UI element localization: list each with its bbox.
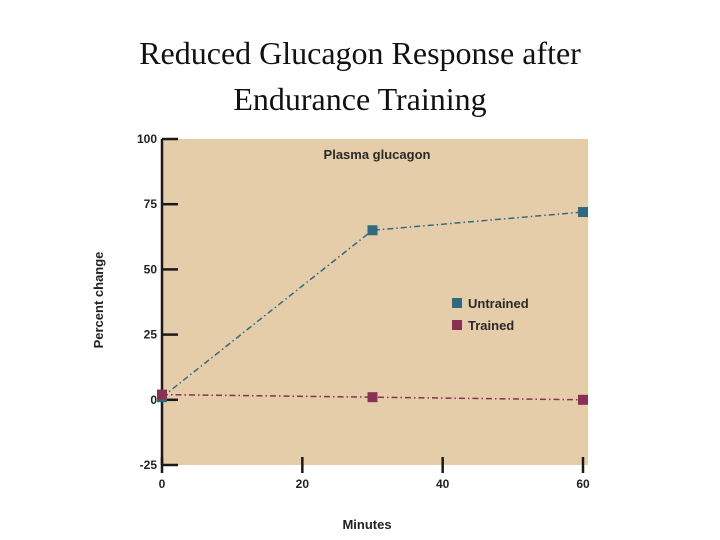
y-tick-label: 50 (144, 262, 158, 276)
series-trained (157, 389, 588, 405)
legend-marker (452, 320, 462, 330)
data-point-trained (157, 389, 167, 400)
data-point-trained (578, 394, 588, 405)
y-tick-label: 0 (150, 393, 157, 407)
series-line-trained (161, 393, 584, 401)
slide-title: Reduced Glucagon Response after Enduranc… (0, 30, 720, 122)
slide-title-line-2: Endurance Training (233, 81, 487, 117)
x-tick-label: 60 (576, 477, 590, 491)
plot-title: Plasma glucagon (324, 147, 431, 162)
legend: Untrained Trained (452, 296, 529, 333)
x-tick-label: 40 (436, 477, 450, 491)
y-tick-label: 100 (137, 132, 157, 146)
legend-marker (452, 298, 462, 308)
y-tick-label: 25 (144, 328, 158, 342)
data-point-trained (367, 392, 378, 403)
series-line-untrained (161, 211, 584, 398)
x-tick-label: 20 (296, 477, 310, 491)
plot-background (162, 139, 588, 465)
legend-label: Trained (468, 318, 514, 333)
data-point-untrained (578, 207, 588, 218)
slide-title-line-1: Reduced Glucagon Response after (139, 35, 581, 71)
x-axis-title: Minutes (342, 517, 391, 532)
y-axis-title: Percent change (91, 252, 106, 349)
legend-label: Untrained (468, 296, 529, 311)
data-point-untrained (367, 225, 378, 236)
x-tick-label: 0 (159, 477, 166, 491)
y-tick-label: -25 (140, 458, 158, 472)
y-tick-label: 75 (144, 197, 158, 211)
